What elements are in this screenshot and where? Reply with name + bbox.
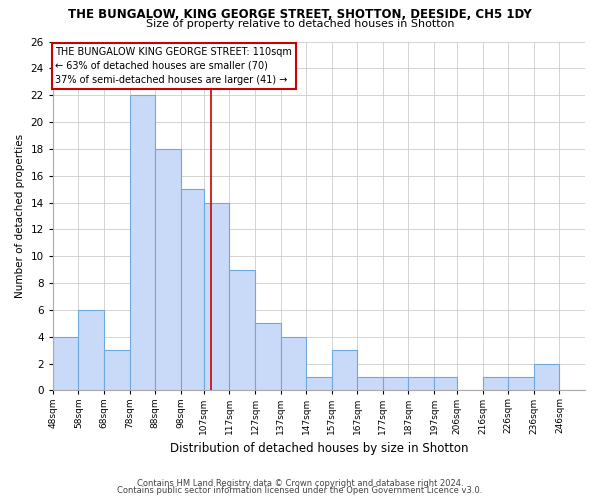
Text: Contains public sector information licensed under the Open Government Licence v3: Contains public sector information licen… xyxy=(118,486,482,495)
Text: THE BUNGALOW, KING GEORGE STREET, SHOTTON, DEESIDE, CH5 1DY: THE BUNGALOW, KING GEORGE STREET, SHOTTO… xyxy=(68,8,532,20)
Bar xyxy=(332,350,357,391)
Bar xyxy=(155,149,181,390)
Bar xyxy=(79,310,104,390)
Bar xyxy=(204,202,229,390)
Bar xyxy=(130,95,155,390)
Bar xyxy=(383,377,409,390)
Bar xyxy=(357,377,383,390)
Bar xyxy=(281,336,306,390)
Bar xyxy=(255,324,281,390)
Bar xyxy=(534,364,559,390)
Y-axis label: Number of detached properties: Number of detached properties xyxy=(15,134,25,298)
Bar xyxy=(409,377,434,390)
Bar xyxy=(508,377,534,390)
Bar xyxy=(434,377,457,390)
Bar xyxy=(229,270,255,390)
Text: THE BUNGALOW KING GEORGE STREET: 110sqm
← 63% of detached houses are smaller (70: THE BUNGALOW KING GEORGE STREET: 110sqm … xyxy=(55,47,292,85)
X-axis label: Distribution of detached houses by size in Shotton: Distribution of detached houses by size … xyxy=(170,442,468,455)
Text: Size of property relative to detached houses in Shotton: Size of property relative to detached ho… xyxy=(146,19,454,29)
Bar xyxy=(306,377,332,390)
Bar xyxy=(53,336,79,390)
Text: Contains HM Land Registry data © Crown copyright and database right 2024.: Contains HM Land Registry data © Crown c… xyxy=(137,478,463,488)
Bar xyxy=(104,350,130,391)
Bar xyxy=(181,189,204,390)
Bar xyxy=(482,377,508,390)
